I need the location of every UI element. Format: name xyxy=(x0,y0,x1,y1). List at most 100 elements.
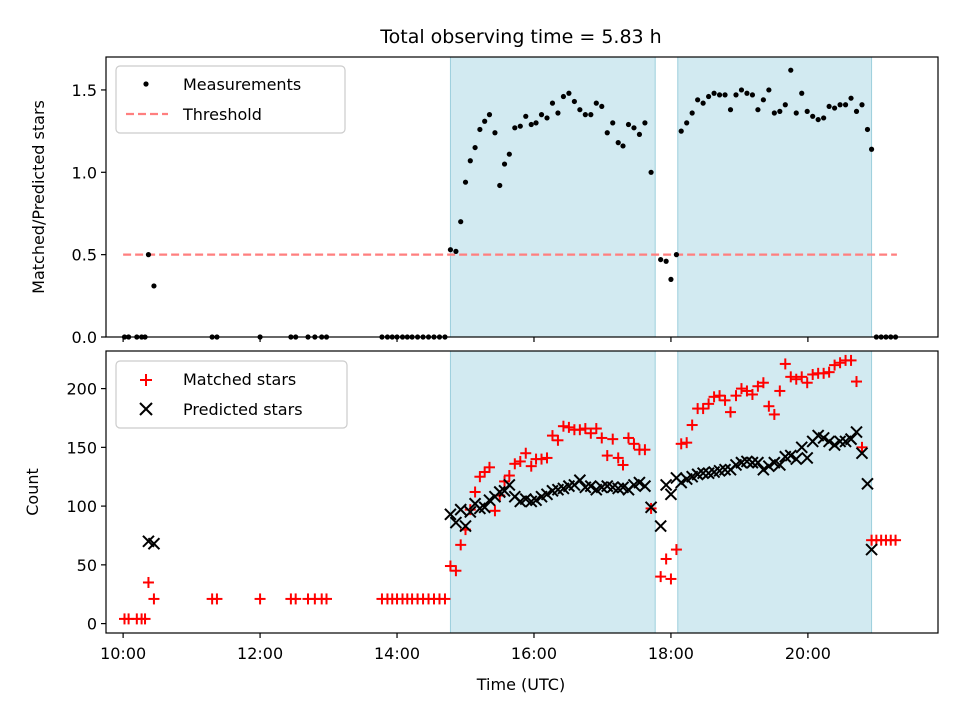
predicted-x-b xyxy=(801,451,814,465)
predicted-x-b xyxy=(142,535,155,548)
measurement-point xyxy=(631,125,637,131)
measurement-point xyxy=(668,276,674,282)
predicted-x-b xyxy=(865,543,878,556)
measurement-point xyxy=(826,103,832,110)
predicted-star-point xyxy=(478,501,491,514)
matched-star-point xyxy=(617,459,629,471)
predicted-x-b xyxy=(449,516,463,529)
measurement-point xyxy=(733,92,739,98)
measurement-point xyxy=(711,90,717,96)
predicted-x-b xyxy=(601,479,614,493)
predicted-star-point xyxy=(696,466,710,480)
matched-star-point xyxy=(851,376,863,388)
predicted-star-point xyxy=(865,543,878,556)
measurement-point xyxy=(842,102,849,108)
predicted-x-b xyxy=(519,492,532,506)
predicted-x-b xyxy=(768,456,781,469)
measurement-point xyxy=(593,100,599,106)
measurement-point xyxy=(501,161,508,167)
measurement-point xyxy=(458,219,464,225)
measurement-point xyxy=(512,125,518,131)
measurement-point xyxy=(771,110,777,116)
bottom-y-tick-label: 200 xyxy=(66,380,97,399)
bottom-legend: Matched stars Predicted stars xyxy=(115,360,348,429)
predicted-star-point xyxy=(464,505,477,519)
matched-star-point xyxy=(681,437,693,449)
predicted-x-b xyxy=(454,503,467,516)
measurement-point xyxy=(599,103,605,110)
predicted-x-b xyxy=(606,481,619,494)
top-legend-box xyxy=(115,65,346,134)
measurement-point xyxy=(663,258,669,264)
predicted-x-b xyxy=(861,477,874,490)
measurement-point xyxy=(145,252,152,258)
predicted-x-b xyxy=(483,494,496,507)
matched-star-point xyxy=(785,371,797,383)
matched-star-point xyxy=(628,438,640,450)
predicted-star-point xyxy=(746,456,759,469)
predicted-star-point xyxy=(540,488,554,501)
matched-star-point xyxy=(503,470,515,482)
predicted-x-b xyxy=(633,476,646,489)
predicted-star-point xyxy=(483,494,496,507)
predicted-star-point xyxy=(850,425,863,439)
matched-star-point xyxy=(601,450,613,462)
measurement-point xyxy=(804,108,810,114)
top-shaded-intervals xyxy=(449,56,873,338)
measurement-point xyxy=(868,146,875,152)
measurement-point xyxy=(486,112,493,118)
top-y-tick-label: 1.0 xyxy=(72,163,97,182)
matched-star-point xyxy=(801,377,813,389)
predicted-star-point xyxy=(659,478,673,492)
matched-star-point xyxy=(763,400,775,412)
bottom-x-tick-label: 10:00 xyxy=(100,644,146,663)
predicted-star-point xyxy=(762,459,776,473)
matched-star-point xyxy=(725,406,737,418)
measurement-point xyxy=(517,123,523,129)
measurement-point xyxy=(793,110,799,116)
matched-star-point xyxy=(514,455,526,467)
measurement-point xyxy=(755,107,761,113)
bottom-legend-box xyxy=(115,360,348,429)
predicted-x-b xyxy=(757,463,770,476)
matched-star-point xyxy=(796,371,808,383)
matched-star-point xyxy=(768,408,780,420)
predicted-x-b xyxy=(751,456,765,469)
matched-star-point xyxy=(703,398,715,410)
top-legend: Measurements Threshold xyxy=(115,65,346,134)
measurement-point xyxy=(749,92,756,98)
matched-star-point xyxy=(579,423,591,435)
top-y-tick-label: 0.5 xyxy=(72,246,97,265)
measurement-point xyxy=(760,97,766,103)
matched-star-point xyxy=(890,534,902,546)
matched-star-point xyxy=(757,377,769,389)
predicted-stars-series xyxy=(142,425,878,556)
predicted-star-point xyxy=(795,441,808,454)
matched-star-point xyxy=(541,452,553,464)
predicted-x-b xyxy=(659,478,673,492)
measurement-point xyxy=(864,126,871,133)
matched-star-point xyxy=(142,576,154,588)
measurement-point xyxy=(462,179,469,185)
measurement-point xyxy=(853,108,860,114)
matched-star-point xyxy=(670,544,682,556)
top-y-axis-label: Matched/Predicted stars xyxy=(29,100,48,294)
matched-star-point xyxy=(489,505,501,517)
legend-threshold-label: Threshold xyxy=(182,105,262,124)
matched-star-point xyxy=(563,421,575,433)
matched-star-point xyxy=(675,438,687,450)
matched-star-point xyxy=(714,390,726,402)
matched-star-point xyxy=(655,571,667,583)
predicted-star-point xyxy=(790,452,803,466)
predicted-star-point xyxy=(675,476,688,489)
predicted-x-b xyxy=(762,459,776,473)
bottom-x-tick-label: 16:00 xyxy=(511,644,557,663)
legend-predicted-label: Predicted stars xyxy=(183,400,303,419)
matched-star-point xyxy=(856,441,868,453)
predicted-star-point xyxy=(444,508,457,521)
predicted-x-b xyxy=(664,488,678,501)
top-x-ticks xyxy=(122,337,809,342)
predicted-star-point xyxy=(844,432,858,446)
measurement-point xyxy=(588,112,594,118)
predicted-x-b xyxy=(464,505,477,519)
